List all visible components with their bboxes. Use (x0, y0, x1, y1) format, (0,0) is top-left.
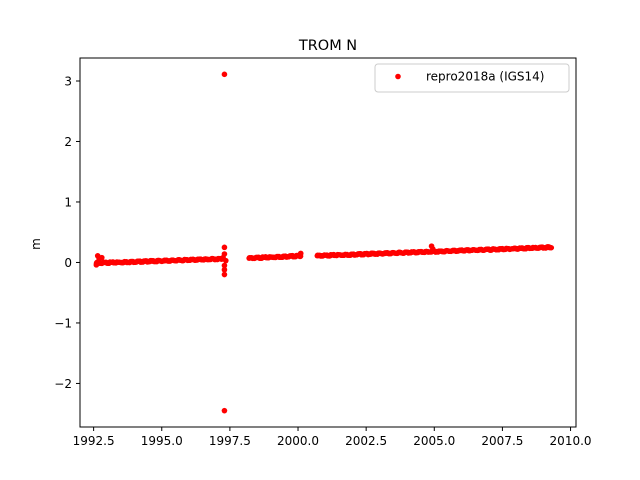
data-point (221, 262, 228, 269)
x-tick-label: 2007.5 (481, 434, 523, 448)
y-axis-label: m (29, 238, 43, 250)
x-tick-label: 1997.5 (209, 434, 251, 448)
data-point (93, 262, 100, 268)
chart-title: TROM N (298, 38, 357, 54)
data-point (221, 266, 228, 273)
data-point (99, 254, 105, 261)
y-tick-label: 1 (64, 195, 72, 209)
data-point (548, 245, 555, 251)
data-point (223, 257, 229, 264)
data-point (430, 246, 436, 252)
y-tick-label: −1 (54, 316, 72, 330)
x-tick-label: 2010.0 (550, 434, 592, 448)
y-tick-label: 0 (64, 256, 72, 270)
x-tick-label: 1995.0 (141, 434, 183, 448)
data-point (297, 250, 304, 257)
y-tick-label: 2 (64, 135, 72, 149)
x-tick-label: 2000.0 (277, 434, 319, 448)
x-tick-label: 2005.0 (413, 434, 455, 448)
data-points (93, 71, 555, 414)
data-point (221, 71, 228, 78)
legend: repro2018a (IGS14) (374, 63, 570, 93)
y-tick-label: −2 (54, 377, 72, 391)
legend-label: repro2018a (IGS14) (426, 70, 544, 84)
data-point (221, 244, 228, 251)
plot-frame (79, 57, 577, 428)
y-tick-label: 3 (64, 74, 72, 88)
legend-marker (395, 73, 401, 80)
x-tick-label: 2002.5 (345, 434, 387, 448)
x-tick-label: 1992.5 (73, 434, 115, 448)
legend-box (374, 63, 570, 93)
data-point (221, 271, 228, 278)
axes: 1992.5 1995.0 1997.5 2000.0 2002.5 2005.0 2007… (54, 74, 591, 448)
data-point (221, 407, 228, 414)
